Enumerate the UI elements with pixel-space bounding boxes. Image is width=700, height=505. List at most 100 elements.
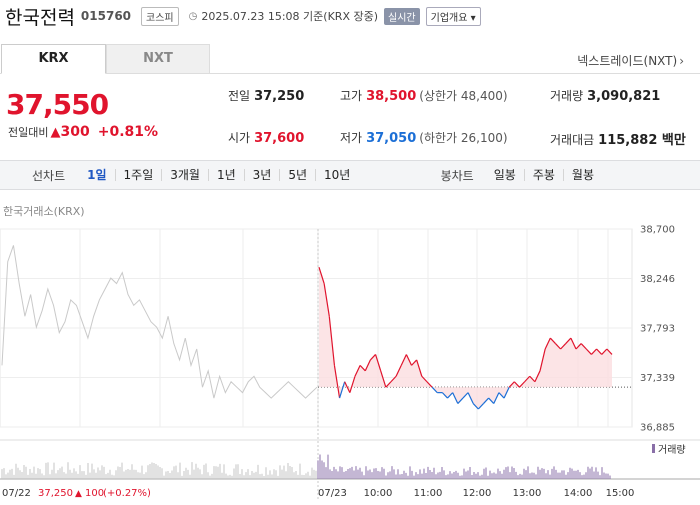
series-today-segment <box>411 359 418 366</box>
series-today-segment <box>601 348 608 355</box>
series-today-segment <box>575 343 582 350</box>
series-today-segment <box>462 392 469 399</box>
series-today-segment <box>447 392 454 399</box>
series-today-segment <box>390 375 397 383</box>
stat-prev-close: 전일 37,250 <box>228 87 304 104</box>
stat-volume: 거래량 3,090,821 <box>550 87 660 104</box>
stat-value: 37,600 <box>254 131 305 146</box>
y-tick-label: 36,885 <box>640 423 675 434</box>
change-rate: +0.81% <box>97 124 159 140</box>
series-today-segment <box>452 392 459 404</box>
series-today-segment <box>534 370 541 382</box>
series-today-segment <box>503 386 510 399</box>
nextrade-link-label: 넥스트레이드(NXT) <box>577 54 678 68</box>
tab-nxt[interactable]: NXT <box>106 44 210 74</box>
candle-monthly[interactable]: 월봉 <box>562 169 602 181</box>
y-tick-label: 38,700 <box>640 225 675 236</box>
x-tick-label: 13:00 <box>513 488 542 499</box>
series-today-area <box>319 267 612 409</box>
clock-icon: ◷ <box>188 10 198 22</box>
period-1y[interactable]: 1년 <box>207 169 244 181</box>
series-today-segment <box>477 403 484 410</box>
series-today-segment <box>606 348 613 355</box>
series-today-segment <box>493 392 500 404</box>
stat-label: 고가 <box>340 89 363 103</box>
period-3y[interactable]: 3년 <box>243 169 280 181</box>
stat-open: 시가 37,600 <box>228 129 304 146</box>
candle-daily[interactable]: 일봉 <box>493 168 516 182</box>
series-today-segment <box>421 375 428 383</box>
series-today-segment <box>580 343 587 350</box>
series-today-segment <box>549 337 556 344</box>
x-tick-prev-date: 07/22 <box>2 488 31 499</box>
stat-trade-value: 거래대금 115,882 백만 <box>550 129 686 148</box>
chart-source-label: 한국거래소(KRX) <box>3 205 85 218</box>
stat-value: 37,250 <box>254 89 305 104</box>
x-tick-today-date: 07/23 <box>318 488 347 499</box>
series-today-segment <box>349 376 356 393</box>
series-today-segment <box>524 375 531 383</box>
series-today-segment <box>344 381 351 393</box>
series-today-segment <box>457 397 464 404</box>
period-10y[interactable]: 10년 <box>315 169 358 181</box>
stat-upper-limit: (상한가 48,400) <box>419 89 508 103</box>
series-today-segment <box>338 381 346 399</box>
stat-label: 거래량 <box>550 89 584 103</box>
nextrade-link[interactable]: 넥스트레이드(NXT) › <box>577 52 684 69</box>
series-today-segment <box>529 375 536 383</box>
prev-day-close: 37,250 <box>38 488 73 499</box>
stat-high: 고가 38,500 (상한가 48,400) <box>340 87 508 104</box>
market-badge: 코스피 <box>141 6 179 26</box>
candle-chart-title: 봉차트 <box>440 168 474 183</box>
stock-header: 한국전력 015760 코스피 ◷ 2025.07.23 15:08 기준(KR… <box>0 0 700 32</box>
series-today-segment <box>364 359 371 372</box>
series-today-segment <box>431 386 438 394</box>
series-today-segment <box>513 381 520 388</box>
stat-value: 115,882 백만 <box>598 133 686 148</box>
series-today-segment <box>400 354 407 366</box>
stat-value: 37,050 <box>366 131 417 146</box>
series-today-segment <box>585 348 592 355</box>
series-today-segment <box>441 392 448 399</box>
change-amount: 300 <box>60 124 90 140</box>
company-overview-button[interactable]: 기업개요 ▾ <box>425 6 481 26</box>
series-today-segment <box>591 348 598 355</box>
y-tick-label: 37,793 <box>640 324 675 335</box>
series-today-segment <box>354 365 361 377</box>
tab-krx[interactable]: KRX <box>1 44 106 74</box>
stock-name: 한국전력 <box>5 6 75 29</box>
series-today-segment <box>426 381 433 388</box>
up-triangle-icon: ▲ <box>50 124 61 140</box>
series-today-segment <box>385 381 392 388</box>
realtime-badge[interactable]: 실시간 <box>384 7 420 25</box>
y-tick-label: 38,246 <box>640 274 675 285</box>
series-today-segment <box>380 370 387 388</box>
series-today-segment <box>405 354 413 366</box>
period-1d[interactable]: 1일 <box>87 168 107 182</box>
x-tick-label: 12:00 <box>463 488 492 499</box>
series-today-segment <box>323 283 330 317</box>
stat-value: 38,500 <box>366 89 417 104</box>
series-today-segment <box>539 348 546 371</box>
x-tick-label: 14:00 <box>564 488 593 499</box>
series-today-segment <box>508 381 515 388</box>
series-today-segment <box>472 403 479 410</box>
stat-low: 저가 37,050 (하한가 26,100) <box>340 129 508 146</box>
quote-timestamp: 2025.07.23 15:08 기준(KRX 장중) <box>201 10 379 23</box>
prev-day-up-icon: ▲ <box>75 489 82 499</box>
series-today-segment <box>369 354 376 361</box>
x-tick-label: 11:00 <box>414 488 443 499</box>
market-tabs: KRX NXT 넥스트레이드(NXT) › <box>0 44 700 74</box>
candle-weekly[interactable]: 주봉 <box>523 169 563 181</box>
series-today-segment <box>488 397 495 404</box>
period-3m[interactable]: 3개월 <box>161 169 208 181</box>
chevron-right-icon: › <box>679 54 684 68</box>
period-1w[interactable]: 1주일 <box>114 169 162 181</box>
series-today-segment <box>519 381 526 388</box>
period-selector: 선차트 1일 1주일 3개월 1년 3년 5년 10년 봉차트 일봉 주봉 월봉 <box>0 160 700 190</box>
period-5y[interactable]: 5년 <box>279 169 315 181</box>
series-today-segment <box>498 392 505 399</box>
series-today-segment <box>416 359 423 377</box>
prev-day-change: 100 <box>85 488 104 499</box>
series-today-segment <box>544 337 551 350</box>
